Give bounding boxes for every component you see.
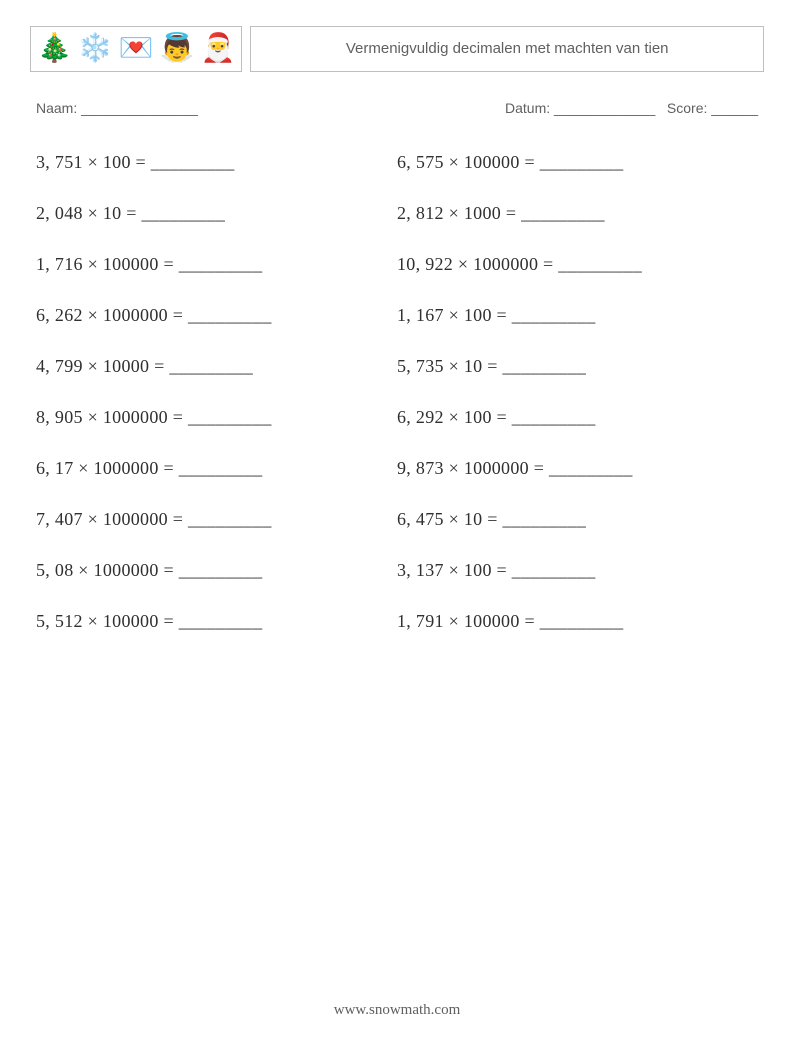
problem-item: 7, 407 × 1000000 = _________: [36, 509, 397, 530]
score-field: Score: ______: [667, 100, 758, 116]
problem-item: 2, 048 × 10 = _________: [36, 203, 397, 224]
problem-item: 6, 475 × 10 = _________: [397, 509, 758, 530]
problem-item: 6, 17 × 1000000 = _________: [36, 458, 397, 479]
icon-strip: 🎄 ❄️ 💌 👼 🎅: [30, 26, 242, 72]
problem-item: 1, 716 × 100000 = _________: [36, 254, 397, 275]
problem-item: 5, 512 × 100000 = _________: [36, 611, 397, 632]
ornament-icon: 🎄: [37, 35, 72, 63]
gingerbread-icon: 🎅: [201, 35, 236, 63]
date-score: Datum: _____________ Score: ______: [505, 100, 758, 116]
info-row: Naam: _______________ Datum: ___________…: [30, 100, 764, 116]
snowflake-icon: ❄️: [78, 35, 113, 63]
problem-item: 10, 922 × 1000000 = _________: [397, 254, 758, 275]
footer-url: www.snowmath.com: [0, 1002, 794, 1019]
problem-item: 5, 735 × 10 = _________: [397, 356, 758, 377]
problem-item: 3, 137 × 100 = _________: [397, 560, 758, 581]
problem-item: 3, 751 × 100 = _________: [36, 152, 397, 173]
worksheet-title: Vermenigvuldig decimalen met machten van…: [250, 26, 764, 72]
problem-item: 2, 812 × 1000 = _________: [397, 203, 758, 224]
problem-item: 6, 262 × 1000000 = _________: [36, 305, 397, 326]
problem-item: 6, 575 × 100000 = _________: [397, 152, 758, 173]
problem-item: 1, 791 × 100000 = _________: [397, 611, 758, 632]
problems-column-right: 6, 575 × 100000 = _________ 2, 812 × 1000…: [397, 152, 758, 632]
problem-item: 1, 167 × 100 = _________: [397, 305, 758, 326]
problems-grid: 3, 751 × 100 = _________ 2, 048 × 10 = __…: [30, 152, 764, 632]
angel-icon: 👼: [160, 35, 195, 63]
problem-item: 9, 873 × 1000000 = _________: [397, 458, 758, 479]
problem-item: 5, 08 × 1000000 = _________: [36, 560, 397, 581]
problems-column-left: 3, 751 × 100 = _________ 2, 048 × 10 = __…: [36, 152, 397, 632]
problem-item: 6, 292 × 100 = _________: [397, 407, 758, 428]
date-field: Datum: _____________: [505, 100, 655, 116]
problem-item: 8, 905 × 1000000 = _________: [36, 407, 397, 428]
header-row: 🎄 ❄️ 💌 👼 🎅 Vermenigvuldig decimalen met …: [30, 26, 764, 72]
name-field: Naam: _______________: [36, 100, 198, 116]
envelope-icon: 💌: [119, 35, 154, 63]
problem-item: 4, 799 × 10000 = _________: [36, 356, 397, 377]
